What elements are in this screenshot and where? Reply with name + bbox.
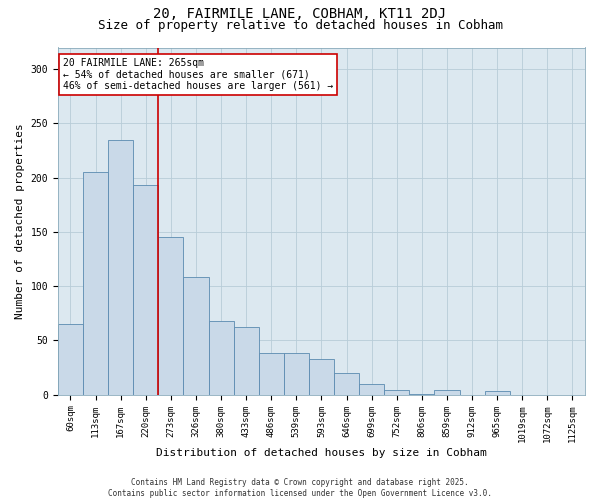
Bar [485,392,510,394]
Text: 20, FAIRMILE LANE, COBHAM, KT11 2DJ: 20, FAIRMILE LANE, COBHAM, KT11 2DJ [154,8,446,22]
Bar [309,359,334,394]
Bar [359,384,384,394]
Bar [58,324,83,394]
Bar [384,390,409,394]
Bar [259,354,284,395]
Bar [158,238,184,394]
Bar [133,186,158,394]
Bar [434,390,460,394]
Bar [284,354,309,395]
Bar [108,140,133,394]
Text: 20 FAIRMILE LANE: 265sqm
← 54% of detached houses are smaller (671)
46% of semi-: 20 FAIRMILE LANE: 265sqm ← 54% of detach… [63,58,334,91]
Bar [83,172,108,394]
Text: Contains HM Land Registry data © Crown copyright and database right 2025.
Contai: Contains HM Land Registry data © Crown c… [108,478,492,498]
Y-axis label: Number of detached properties: Number of detached properties [15,123,25,319]
Bar [233,328,259,394]
Bar [334,373,359,394]
Bar [184,278,209,394]
Text: Size of property relative to detached houses in Cobham: Size of property relative to detached ho… [97,19,503,32]
Bar [209,321,233,394]
X-axis label: Distribution of detached houses by size in Cobham: Distribution of detached houses by size … [156,448,487,458]
